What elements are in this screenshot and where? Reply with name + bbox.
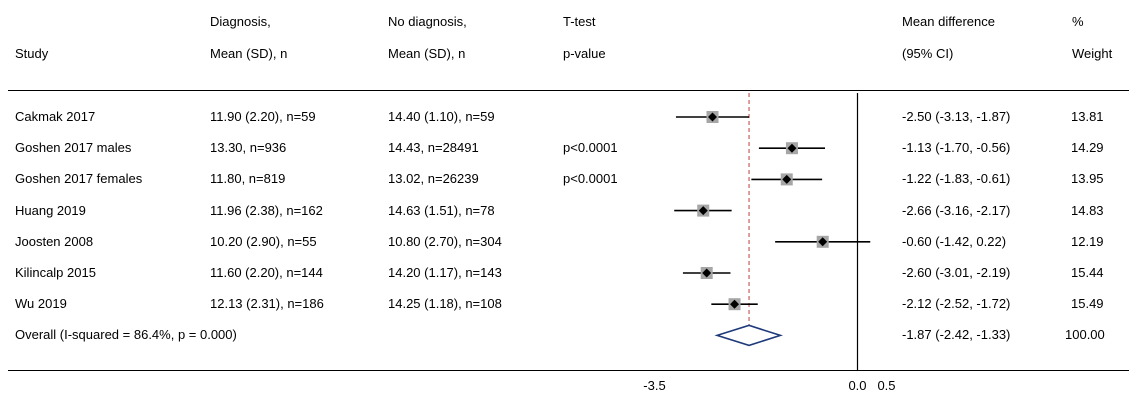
row-ci-text: -1.22 (-1.83, -0.61) bbox=[902, 171, 1011, 187]
overall-label: Overall (I-squared = 86.4%, p = 0.000) bbox=[15, 327, 237, 343]
header-weight-line2: Weight bbox=[1072, 46, 1113, 61]
row-no-diagnosis: 14.63 (1.51), n=78 bbox=[388, 202, 495, 218]
row-p: p<0.0001 bbox=[563, 171, 618, 187]
header-ttest-line2: p-value bbox=[563, 46, 606, 61]
header-rule bbox=[8, 90, 1129, 91]
row-weight: 13.81 bbox=[1071, 109, 1104, 124]
point-estimate bbox=[702, 268, 712, 278]
row-ci-text: -0.60 (-1.42, 0.22) bbox=[902, 233, 1007, 249]
header-weight-line1: % bbox=[1072, 14, 1084, 29]
row-ci-text: -1.13 (-1.70, -0.56) bbox=[902, 140, 1011, 156]
overall-weight: 100.00 bbox=[1065, 327, 1105, 343]
header-diagnosis-line1: Diagnosis, bbox=[210, 14, 271, 29]
row-no-diagnosis: 10.80 (2.70), n=304 bbox=[388, 233, 502, 249]
row-diagnosis: 12.13 (2.31), n=186 bbox=[210, 296, 324, 312]
header-mean-difference-line1: Mean difference bbox=[902, 14, 995, 29]
overall-diamond bbox=[714, 324, 783, 347]
row-weight: 14.83 bbox=[1071, 202, 1104, 218]
header-study: Study bbox=[15, 46, 49, 61]
row-no-diagnosis: 14.25 (1.18), n=108 bbox=[388, 296, 502, 312]
header-no-diagnosis-line2: Mean (SD), n bbox=[388, 46, 466, 61]
row-no-diagnosis: 14.20 (1.17), n=143 bbox=[388, 265, 502, 280]
row-study: Huang 2019 bbox=[15, 202, 86, 218]
row-ci-text: -2.60 (-3.01, -2.19) bbox=[902, 265, 1011, 280]
row-diagnosis: 11.80, n=819 bbox=[210, 171, 286, 187]
row-weight: 13.95 bbox=[1071, 171, 1104, 187]
row-study: Goshen 2017 males bbox=[15, 140, 132, 156]
row-no-diagnosis: 14.43, n=28491 bbox=[388, 140, 479, 156]
row-ci-text: -2.66 (-3.16, -2.17) bbox=[902, 202, 1011, 218]
row-study: Joosten 2008 bbox=[15, 233, 94, 249]
row-weight: 15.44 bbox=[1071, 265, 1104, 280]
row-ci-text: -2.12 (-2.52, -1.72) bbox=[902, 296, 1011, 312]
header-no-diagnosis-line1: No diagnosis, bbox=[388, 14, 467, 29]
row-diagnosis: 11.90 (2.20), n=59 bbox=[210, 109, 316, 124]
footer-rule bbox=[8, 370, 1129, 371]
point-estimate bbox=[730, 299, 740, 309]
row-diagnosis: 10.20 (2.90), n=55 bbox=[210, 233, 317, 249]
row-study: Cakmak 2017 bbox=[15, 109, 96, 124]
row-p: p<0.0001 bbox=[563, 140, 618, 156]
point-estimate bbox=[708, 112, 717, 122]
row-ci-text: -2.50 (-3.13, -1.87) bbox=[902, 109, 1011, 124]
header-mean-difference-line2: (95% CI) bbox=[902, 46, 954, 61]
row-diagnosis: 11.96 (2.38), n=162 bbox=[210, 202, 323, 218]
point-estimate bbox=[818, 237, 828, 247]
header-diagnosis-line2: Mean (SD), n bbox=[210, 46, 288, 61]
row-weight: 14.29 bbox=[1071, 140, 1104, 156]
point-estimate bbox=[787, 143, 797, 153]
x-tick-label: -3.5 bbox=[643, 378, 665, 393]
x-tick-label: 0.5 bbox=[877, 378, 895, 393]
row-diagnosis: 11.60 (2.20), n=144 bbox=[210, 265, 323, 280]
header-ttest-line1: T-test bbox=[563, 14, 596, 29]
row-study: Kilincalp 2015 bbox=[15, 265, 96, 280]
row-weight: 15.49 bbox=[1071, 296, 1104, 312]
overall-ci: -1.87 (-2.42, -1.33) bbox=[902, 327, 1011, 343]
row-study: Goshen 2017 females bbox=[15, 171, 143, 187]
row-diagnosis: 13.30, n=936 bbox=[210, 140, 287, 156]
row-no-diagnosis: 14.40 (1.10), n=59 bbox=[388, 109, 495, 124]
row-weight: 12.19 bbox=[1071, 233, 1104, 249]
point-estimate bbox=[698, 206, 708, 216]
point-estimate bbox=[782, 174, 792, 184]
row-study: Wu 2019 bbox=[15, 296, 67, 312]
row-no-diagnosis: 13.02, n=26239 bbox=[388, 171, 479, 187]
x-tick-label: 0.0 bbox=[848, 378, 866, 393]
